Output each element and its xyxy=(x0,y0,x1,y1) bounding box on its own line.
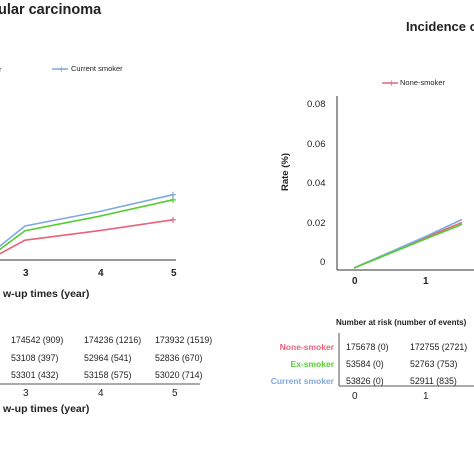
left-risk-cell: 53301 (432) xyxy=(11,370,59,380)
left-risk-x-axis-label: w-up times (year) xyxy=(3,403,90,415)
left-chart-title: ular carcinoma xyxy=(0,2,102,18)
left-risk-cell: 52964 (541) xyxy=(84,353,132,363)
right-risk-group-current: Current smoker xyxy=(270,376,334,386)
left-series-end-marker-2 xyxy=(170,216,176,223)
left-series-end-marker-1 xyxy=(170,196,176,203)
left-series-line-1 xyxy=(0,199,174,251)
right-y-tick: 0.06 xyxy=(307,139,326,150)
right-x-tick: 0 xyxy=(352,276,358,287)
right-risk-x-tick: 1 xyxy=(423,391,429,402)
left-series-line-0 xyxy=(0,193,174,248)
left-x-tick: 3 xyxy=(23,268,29,279)
right-risk-cell: 175678 (0) xyxy=(346,342,389,352)
left-x-axis-label: w-up times (year) xyxy=(3,288,90,300)
right-x-tick: 1 xyxy=(423,276,429,287)
left-risk-cell: 52836 (670) xyxy=(155,353,203,363)
left-risk-cell: 173932 (1519) xyxy=(155,335,213,345)
left-series-end-marker-0 xyxy=(170,191,176,198)
right-risk-cell: 53826 (0) xyxy=(346,376,384,386)
right-y-tick: 0.08 xyxy=(307,99,326,110)
right-y-tick: 0.02 xyxy=(307,218,326,229)
left-risk-x-tick: 5 xyxy=(172,388,178,399)
left-risk-cell: 53020 (714) xyxy=(155,370,203,380)
right-y-tick: 0.04 xyxy=(307,178,326,189)
right-risk-cell: 172755 (2721) xyxy=(410,342,468,352)
right-legend-none-label: None-smoker xyxy=(400,78,446,87)
right-risk-cell: 52911 (835) xyxy=(410,376,457,386)
right-risk-x-tick: 0 xyxy=(352,391,358,402)
left-series-line-2 xyxy=(0,219,174,255)
right-chart-title: Incidence o xyxy=(406,19,474,34)
right-risk-cell: 53584 (0) xyxy=(346,359,384,369)
left-legend-partial: r xyxy=(0,65,2,74)
left-risk-cell: 53158 (575) xyxy=(84,370,132,380)
right-risk-group-none: None-smoker xyxy=(279,342,334,352)
left-risk-cell: 174236 (1216) xyxy=(84,335,142,345)
right-risk-cell: 52763 (753) xyxy=(410,359,458,369)
right-risk-header: Number at risk (number of events) xyxy=(336,318,467,327)
left-risk-x-tick: 3 xyxy=(23,388,29,399)
left-x-tick: 4 xyxy=(98,268,104,279)
right-series-line-2 xyxy=(353,223,463,269)
right-y-tick: 0 xyxy=(320,257,326,268)
left-risk-cell: 53108 (397) xyxy=(11,353,59,363)
left-risk-cell: 174542 (909) xyxy=(11,335,64,345)
right-y-axis-label: Rate (%) xyxy=(280,152,291,191)
left-legend-current-label: Current smoker xyxy=(71,64,123,73)
left-risk-x-tick: 4 xyxy=(98,388,104,399)
right-risk-group-ex: Ex-smoker xyxy=(290,359,334,369)
left-x-tick: 5 xyxy=(171,268,177,279)
